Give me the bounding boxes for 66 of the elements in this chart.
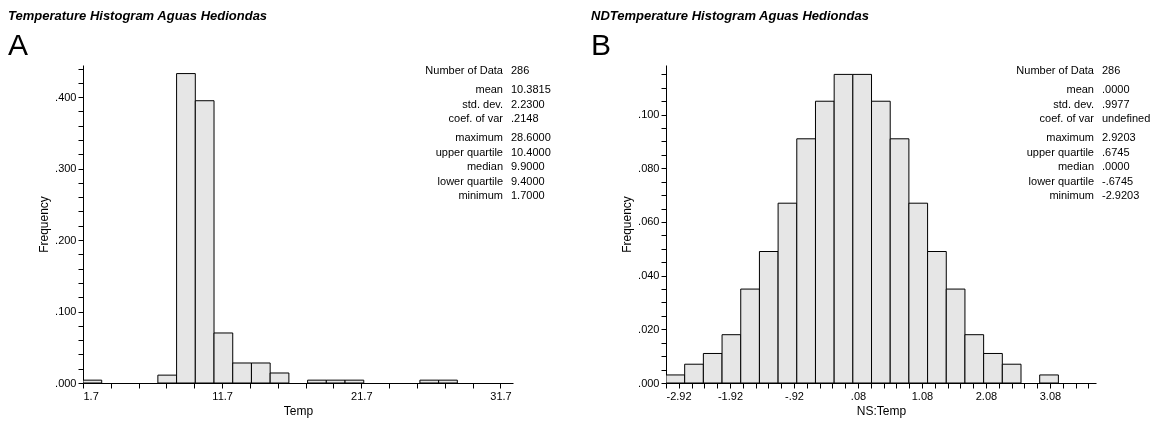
y-tick-label: .000 — [55, 376, 77, 389]
annotation: 286 — [511, 64, 530, 76]
annotation: upper quartile — [435, 145, 503, 158]
y-tick-label: .040 — [638, 269, 660, 282]
x-axis-title: Temp — [283, 403, 314, 418]
text: -2.9203 — [1102, 189, 1140, 201]
text: 286 — [1102, 64, 1121, 76]
y-axis-title: Frequency — [620, 196, 635, 253]
text: undefined — [1102, 112, 1151, 124]
annotation: 1.7000 — [511, 189, 545, 201]
annotation: Number of Data — [1016, 64, 1095, 76]
y-tick-label: .080 — [638, 161, 660, 174]
chart-title: Temperature Histogram Aguas Hediondas — [8, 8, 268, 23]
x-tick-label: -1.92 — [717, 389, 744, 402]
annotation: 28.6000 — [511, 131, 551, 143]
text: A — [8, 28, 29, 61]
annotation: maximum — [1046, 131, 1094, 143]
annotation: mean — [1066, 83, 1094, 95]
annotation: std. dev. — [462, 97, 503, 110]
annotation: 2.2300 — [511, 97, 545, 110]
x-tick-label: 31.7 — [490, 389, 512, 402]
x-tick-label: 2.08 — [975, 389, 998, 402]
x-tick-label: 11.7 — [212, 389, 233, 402]
x-tick-label: -.92 — [784, 389, 804, 402]
y-tick-label: .100 — [55, 305, 77, 318]
x-tick-label: -2.92 — [666, 389, 692, 402]
annotation: minimum — [458, 189, 503, 201]
text: -.6745 — [1102, 174, 1134, 187]
x-tick-label: 21.7 — [351, 389, 373, 402]
annotation: .2148 — [511, 112, 539, 124]
annotation: coef. of var — [448, 112, 504, 124]
x-tick-label: 3.08 — [1039, 389, 1062, 402]
text: 2.9203 — [1102, 131, 1136, 143]
annotation: minimum — [1049, 189, 1094, 201]
x-axis-title: NS:Temp — [856, 403, 907, 418]
chart-title: NDTemperature Histogram Aguas Hediondas — [591, 8, 869, 23]
annotation: mean — [475, 83, 503, 95]
text: .6745 — [1102, 145, 1130, 158]
y-tick-label: .200 — [55, 233, 77, 246]
annotation: coef. of var — [1039, 112, 1095, 124]
y-axis-title: Frequency — [37, 196, 52, 253]
y-tick-label: .000 — [638, 376, 660, 389]
x-tick-label: .08 — [850, 389, 867, 402]
y-tick-label: .300 — [55, 162, 77, 175]
annotation: std. dev. — [1053, 97, 1094, 110]
annotation: 10.3815 — [511, 83, 551, 95]
y-tick-label: .020 — [638, 322, 660, 335]
text: B — [591, 28, 612, 61]
y-tick-label: .100 — [638, 108, 660, 121]
y-tick-label: .400 — [55, 90, 77, 103]
annotation: 9.9000 — [511, 160, 545, 172]
annotation: median — [1057, 160, 1094, 172]
annotation: lower quartile — [437, 174, 503, 187]
x-tick-label: 1.08 — [911, 389, 934, 402]
y-tick-label: .060 — [638, 215, 660, 228]
annotation: 9.4000 — [511, 174, 545, 187]
annotation: median — [466, 160, 503, 172]
x-tick-label: 1.7 — [83, 389, 99, 402]
text: .0000 — [1102, 160, 1130, 172]
annotation: lower quartile — [1028, 174, 1094, 187]
annotation: maximum — [455, 131, 503, 143]
annotation: Number of Data — [425, 64, 504, 76]
annotation: 10.4000 — [511, 145, 551, 158]
annotation: upper quartile — [1026, 145, 1094, 158]
text: .0000 — [1102, 83, 1130, 95]
text: .9977 — [1102, 97, 1130, 110]
